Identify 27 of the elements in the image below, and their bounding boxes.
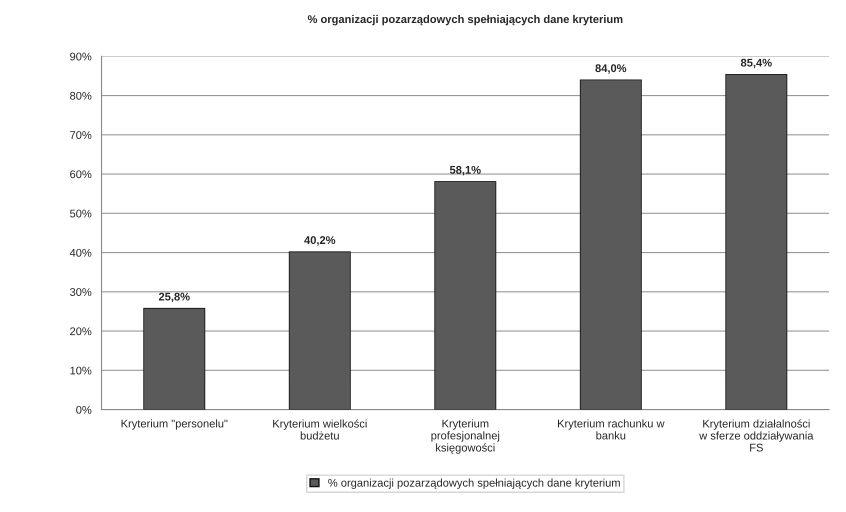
data-label: 25,8% [158,292,190,302]
data-label: 58,1% [450,166,481,176]
y-tick-label: 90% [70,52,92,60]
x-tick-label: Kryterium "personelu" [122,419,228,430]
bar [580,79,642,410]
bar [288,251,351,410]
data-label: 85,4% [740,58,772,68]
x-tick-label: Kryterium profesjonalnej księgowości [431,419,500,454]
y-tick-label: 70% [70,131,92,139]
data-label: 84,0% [595,64,626,74]
y-tick-label: 20% [70,327,92,336]
y-tick-label: 10% [70,366,92,374]
y-tick-label: 60% [70,170,92,178]
y-tick-label: 0% [76,406,92,414]
x-tick-label: Kryterium wielkości budżetu [273,419,367,440]
bar [143,308,206,410]
chart-title: % organizacji pozarządowych spełniających dane kryterium [308,14,622,26]
x-tick-label: Kryterium działalności w sferze oddziaływania FS [699,419,814,452]
bar [725,74,788,410]
data-label: 40,2% [304,236,336,246]
y-tick-label: 80% [70,92,92,100]
y-tick-label: 40% [70,248,92,257]
x-tick-label: Kryterium rachunku w banku [558,419,665,440]
bar [434,181,496,410]
y-tick-label: 30% [70,288,92,296]
y-tick-label: 50% [70,210,92,218]
legend-label: % organizacji pozarządowych spełniających dane kryterium [328,478,620,489]
